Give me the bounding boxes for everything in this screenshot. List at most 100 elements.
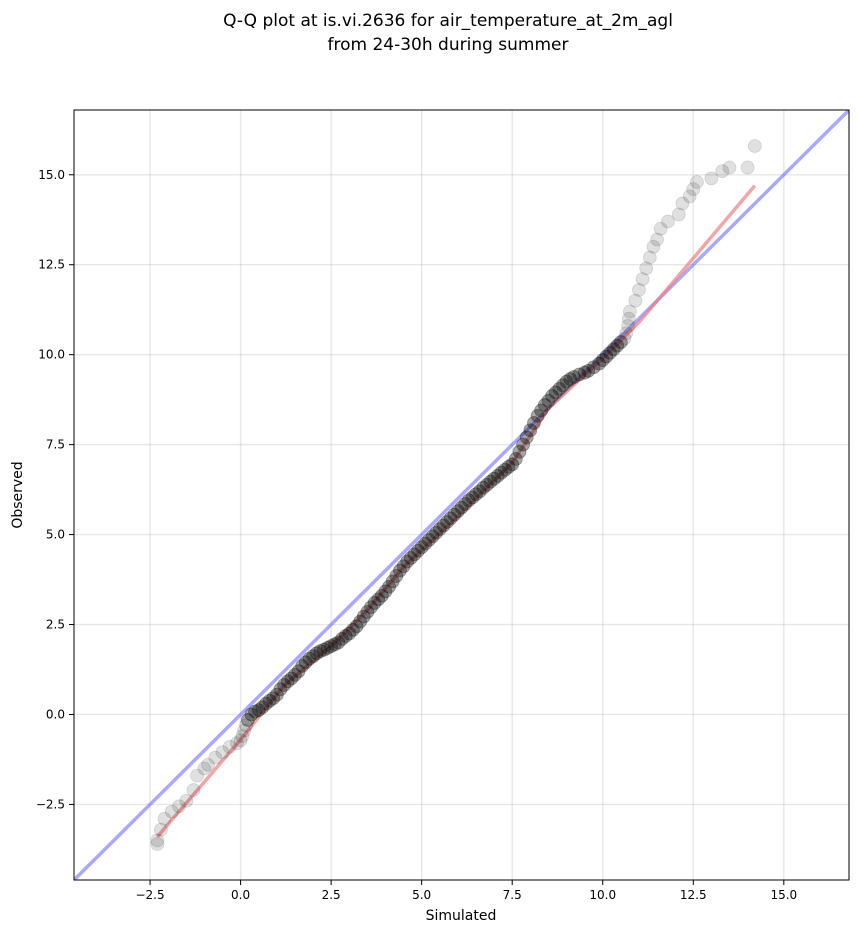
data-point-17: [237, 723, 252, 738]
data-point-49: [349, 619, 364, 634]
data-point-33: [291, 664, 306, 679]
data-point-87: [487, 471, 501, 486]
grid: [74, 110, 849, 880]
data-point-116: [599, 349, 614, 364]
data-point-132: [650, 232, 664, 247]
data-point-103: [545, 389, 559, 403]
x-tick-label-4: 7.5: [503, 888, 522, 902]
data-point-83: [472, 484, 487, 499]
data-point-125: [622, 304, 637, 319]
data-point-121: [617, 331, 632, 346]
data-point-64: [403, 551, 418, 565]
data-point-74: [440, 515, 454, 529]
data-point-131: [646, 239, 661, 254]
data-point-34: [295, 659, 310, 673]
data-point-114: [592, 356, 607, 371]
data-point-40: [316, 642, 331, 657]
data-point-113: [586, 360, 601, 375]
identity-line-layer: [74, 110, 849, 880]
data-point-50: [353, 614, 367, 629]
data-point-48: [345, 623, 360, 637]
data-point-89: [494, 465, 509, 480]
data-point-119: [610, 338, 625, 353]
data-point-124: [621, 311, 636, 326]
data-point-141: [715, 164, 730, 179]
data-point-7: [186, 783, 201, 797]
data-point-127: [632, 283, 646, 297]
data-point-24: [259, 696, 273, 711]
data-point-91: [501, 460, 516, 474]
x-tick-label-1: 0.0: [231, 888, 250, 902]
x-axis-title: Simulated: [426, 908, 497, 924]
data-point-73: [436, 518, 451, 533]
data-point-57: [378, 584, 393, 599]
data-point-20: [244, 707, 259, 722]
data-point-133: [653, 221, 668, 236]
data-point-62: [396, 559, 411, 574]
data-point-99: [530, 408, 545, 423]
data-point-85: [479, 478, 494, 492]
data-point-6: [179, 793, 194, 808]
data-point-108: [563, 372, 578, 387]
data-point-126: [628, 293, 643, 308]
data-point-8: [190, 768, 205, 783]
data-point-9: [197, 761, 212, 776]
data-point-58: [382, 579, 396, 594]
data-point-130: [642, 250, 657, 265]
identity-line: [74, 110, 849, 880]
data-point-59: [385, 574, 400, 589]
x-tick-label-5: 10.0: [589, 888, 616, 902]
data-point-52: [360, 605, 375, 619]
data-point-106: [556, 378, 570, 393]
data-point-122: [619, 326, 634, 340]
data-point-36: [302, 651, 317, 666]
data-point-88: [490, 469, 505, 483]
data-point-84: [476, 480, 491, 495]
points-layer: [150, 139, 762, 851]
data-point-26: [266, 691, 281, 706]
data-point-82: [469, 487, 483, 502]
data-point-136: [675, 196, 690, 211]
data-point-10: [201, 757, 215, 772]
data-point-77: [450, 504, 465, 519]
data-point-71: [429, 525, 444, 540]
data-point-51: [356, 609, 371, 624]
data-point-117: [603, 345, 617, 360]
data-point-142: [722, 160, 737, 175]
data-point-13: [222, 739, 237, 754]
x-tick-label-2: 2.5: [322, 888, 341, 902]
data-point-107: [559, 374, 574, 389]
x-tick-label-7: 15.0: [770, 888, 797, 902]
data-point-129: [639, 261, 654, 276]
fit-line-layer: [155, 184, 757, 838]
data-point-1: [150, 833, 165, 848]
data-point-139: [689, 175, 704, 189]
data-point-90: [498, 462, 512, 477]
x-tick-label-6: 12.5: [680, 888, 707, 902]
data-point-100: [534, 403, 549, 418]
data-point-93: [508, 452, 523, 466]
data-point-137: [682, 189, 697, 204]
data-point-29: [277, 678, 291, 692]
data-point-94: [512, 444, 527, 459]
data-point-14: [230, 736, 244, 751]
data-point-45: [335, 632, 349, 646]
data-point-92: [505, 457, 520, 472]
data-point-96: [519, 430, 534, 445]
data-point-4: [164, 804, 179, 819]
data-point-68: [418, 536, 433, 551]
data-point-104: [548, 385, 563, 400]
data-point-15: [233, 733, 248, 748]
axes: −2.5 0.0 2.5 5.0 7.5 10.0 12.5 15.0 −2.5 0.0 2.5 5.…: [36, 109, 850, 902]
data-point-38: [309, 646, 324, 661]
x-tick-label-0: −2.5: [135, 888, 164, 902]
data-point-21: [248, 704, 262, 719]
data-point-109: [566, 370, 581, 384]
data-point-44: [331, 635, 346, 650]
chart-title-line-2: from 24-30h during summer: [328, 35, 569, 55]
data-point-46: [338, 629, 353, 643]
data-point-115: [595, 353, 610, 367]
data-point-35: [298, 655, 313, 670]
data-point-3: [157, 811, 172, 826]
data-point-135: [671, 207, 686, 222]
